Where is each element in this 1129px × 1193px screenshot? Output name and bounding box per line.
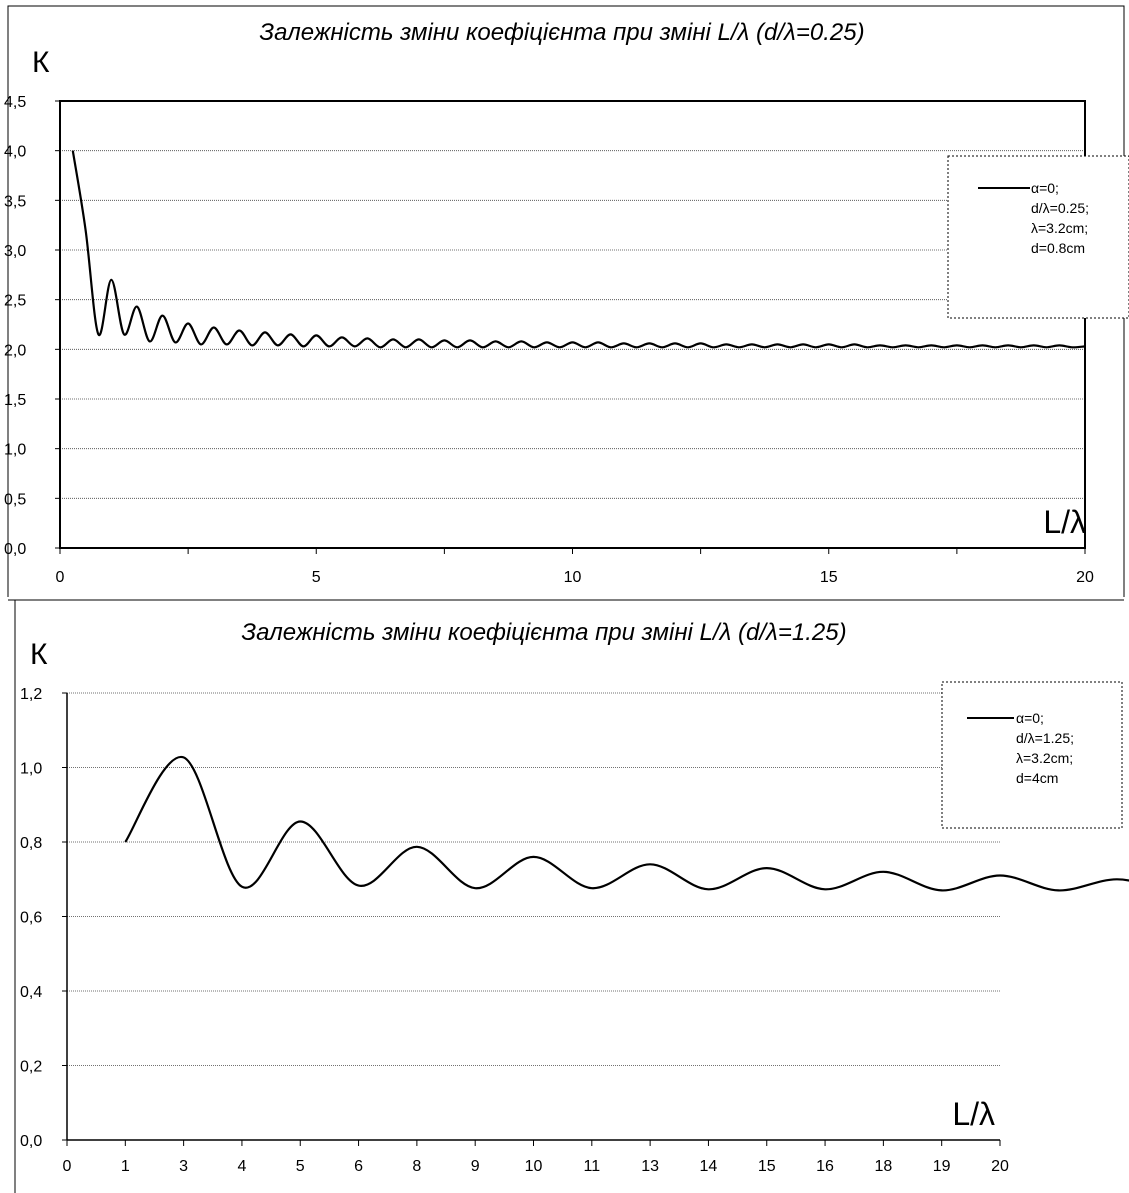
chart-2-y-ticks: 0,0 0,2 0,4 0,6 0,8 1,0 1,2 <box>20 686 67 1150</box>
chart-2-title: Залежність зміни коефіцієнта при зміні L… <box>241 619 846 646</box>
chart-2-y-tick-label: 0,6 <box>20 910 42 927</box>
chart-2-y-tick-label: 0,2 <box>20 1059 42 1076</box>
chart-2-y-tick-label: 0,8 <box>20 835 42 852</box>
chart-1-title: Залежність зміни коефіцієнта при зміні L… <box>259 19 864 46</box>
chart-2-x-tick-label: 3 <box>179 1158 188 1175</box>
chart-2-x-tick-label: 19 <box>933 1158 951 1175</box>
chart-2-x-tick-label: 10 <box>525 1158 543 1175</box>
chart-1-gridlines <box>60 150 1085 499</box>
chart-2-x-tick-label: 14 <box>700 1158 718 1175</box>
chart-1-y-tick-label: 4,5 <box>4 94 26 111</box>
chart-1-legend-item: d=0.8cm <box>1031 240 1085 256</box>
chart-2-y-tick-label: 0,4 <box>20 984 42 1001</box>
chart-1: Залежність зміни коефіцієнта при зміні L… <box>4 5 1129 597</box>
chart-2-legend-item: d=4cm <box>1016 770 1058 786</box>
chart-2-x-tick-label: 15 <box>758 1158 776 1175</box>
chart-1-y-tick-label: 4,0 <box>4 144 26 161</box>
chart-2-y-tick-label: 1,0 <box>20 761 42 778</box>
chart-1-x-tick-label: 20 <box>1076 569 1094 586</box>
chart-2-x-tick-label: 1 <box>121 1158 130 1175</box>
chart-2-y-tick-label: 1,2 <box>20 686 42 703</box>
chart-1-y-tick-label: 1,5 <box>4 392 26 409</box>
chart-2-legend-item: α=0; <box>1016 710 1044 726</box>
chart-1-y-tick-label: 3,5 <box>4 193 26 210</box>
chart-2-y-axis-label: К <box>30 638 48 671</box>
chart-1-x-ticks: 0 5 10 15 20 <box>56 548 1094 586</box>
chart-1-x-axis-label: L/λ <box>1043 504 1086 540</box>
chart-2-x-tick-label: 0 <box>63 1158 72 1175</box>
chart-1-y-tick-label: 2,0 <box>4 342 26 359</box>
chart-2-x-tick-label: 6 <box>354 1158 363 1175</box>
chart-1-y-tick-label: 0,5 <box>4 491 26 508</box>
chart-2-x-axis-label: L/λ <box>952 1096 995 1132</box>
chart-1-legend-item: d/λ=0.25; <box>1031 200 1089 216</box>
chart-1-y-tick-label: 2,5 <box>4 293 26 310</box>
chart-1-y-axis-label: К <box>32 46 50 79</box>
chart-2-x-tick-label: 18 <box>874 1158 892 1175</box>
chart-2-legend-item: λ=3.2cm; <box>1016 750 1073 766</box>
chart-2-x-ticks: 0 1 3 4 5 6 8 9 10 11 13 14 15 16 18 19 20 <box>63 1140 1009 1175</box>
chart-2: Залежність зміни коефіцієнта при зміні L… <box>8 599 1129 1193</box>
chart-1-y-tick-label: 1,0 <box>4 442 26 459</box>
chart-2-gridlines <box>67 692 1000 1066</box>
chart-2-x-tick-label: 4 <box>237 1158 246 1175</box>
chart-2-x-tick-label: 9 <box>471 1158 480 1175</box>
chart-2-legend-item: d/λ=1.25; <box>1016 730 1074 746</box>
chart-1-y-ticks: 0,0 0,5 1,0 1,5 2,0 2,5 3,0 3,5 4,0 4,5 <box>4 94 60 558</box>
chart-2-y-tick-label: 0,0 <box>20 1133 42 1150</box>
chart-2-x-tick-label: 16 <box>816 1158 834 1175</box>
chart-2-series-line <box>124 756 1129 892</box>
chart-1-x-tick-label: 5 <box>312 569 321 586</box>
chart-2-x-tick-label: 20 <box>991 1158 1009 1175</box>
chart-1-series-line <box>71 150 1086 349</box>
chart-1-y-tick-label: 0,0 <box>4 541 26 558</box>
chart-1-legend-item: α=0; <box>1031 180 1059 196</box>
chart-1-plot-area <box>59 100 1086 549</box>
chart-2-x-tick-label: 8 <box>412 1158 421 1175</box>
chart-1-x-tick-label: 15 <box>820 569 838 586</box>
chart-1-x-tick-label: 10 <box>564 569 582 586</box>
chart-1-legend: α=0; d/λ=0.25; λ=3.2cm; d=0.8cm <box>947 155 1129 319</box>
chart-2-x-tick-label: 13 <box>641 1158 659 1175</box>
chart-2-x-tick-label: 11 <box>584 1158 601 1175</box>
chart-2-x-tick-label: 5 <box>296 1158 305 1175</box>
chart-1-y-tick-label: 3,0 <box>4 243 26 260</box>
chart-2-legend: α=0; d/λ=1.25; λ=3.2cm; d=4cm <box>941 681 1123 829</box>
chart-1-x-tick-label: 0 <box>56 569 65 586</box>
chart-1-legend-item: λ=3.2cm; <box>1031 220 1088 236</box>
